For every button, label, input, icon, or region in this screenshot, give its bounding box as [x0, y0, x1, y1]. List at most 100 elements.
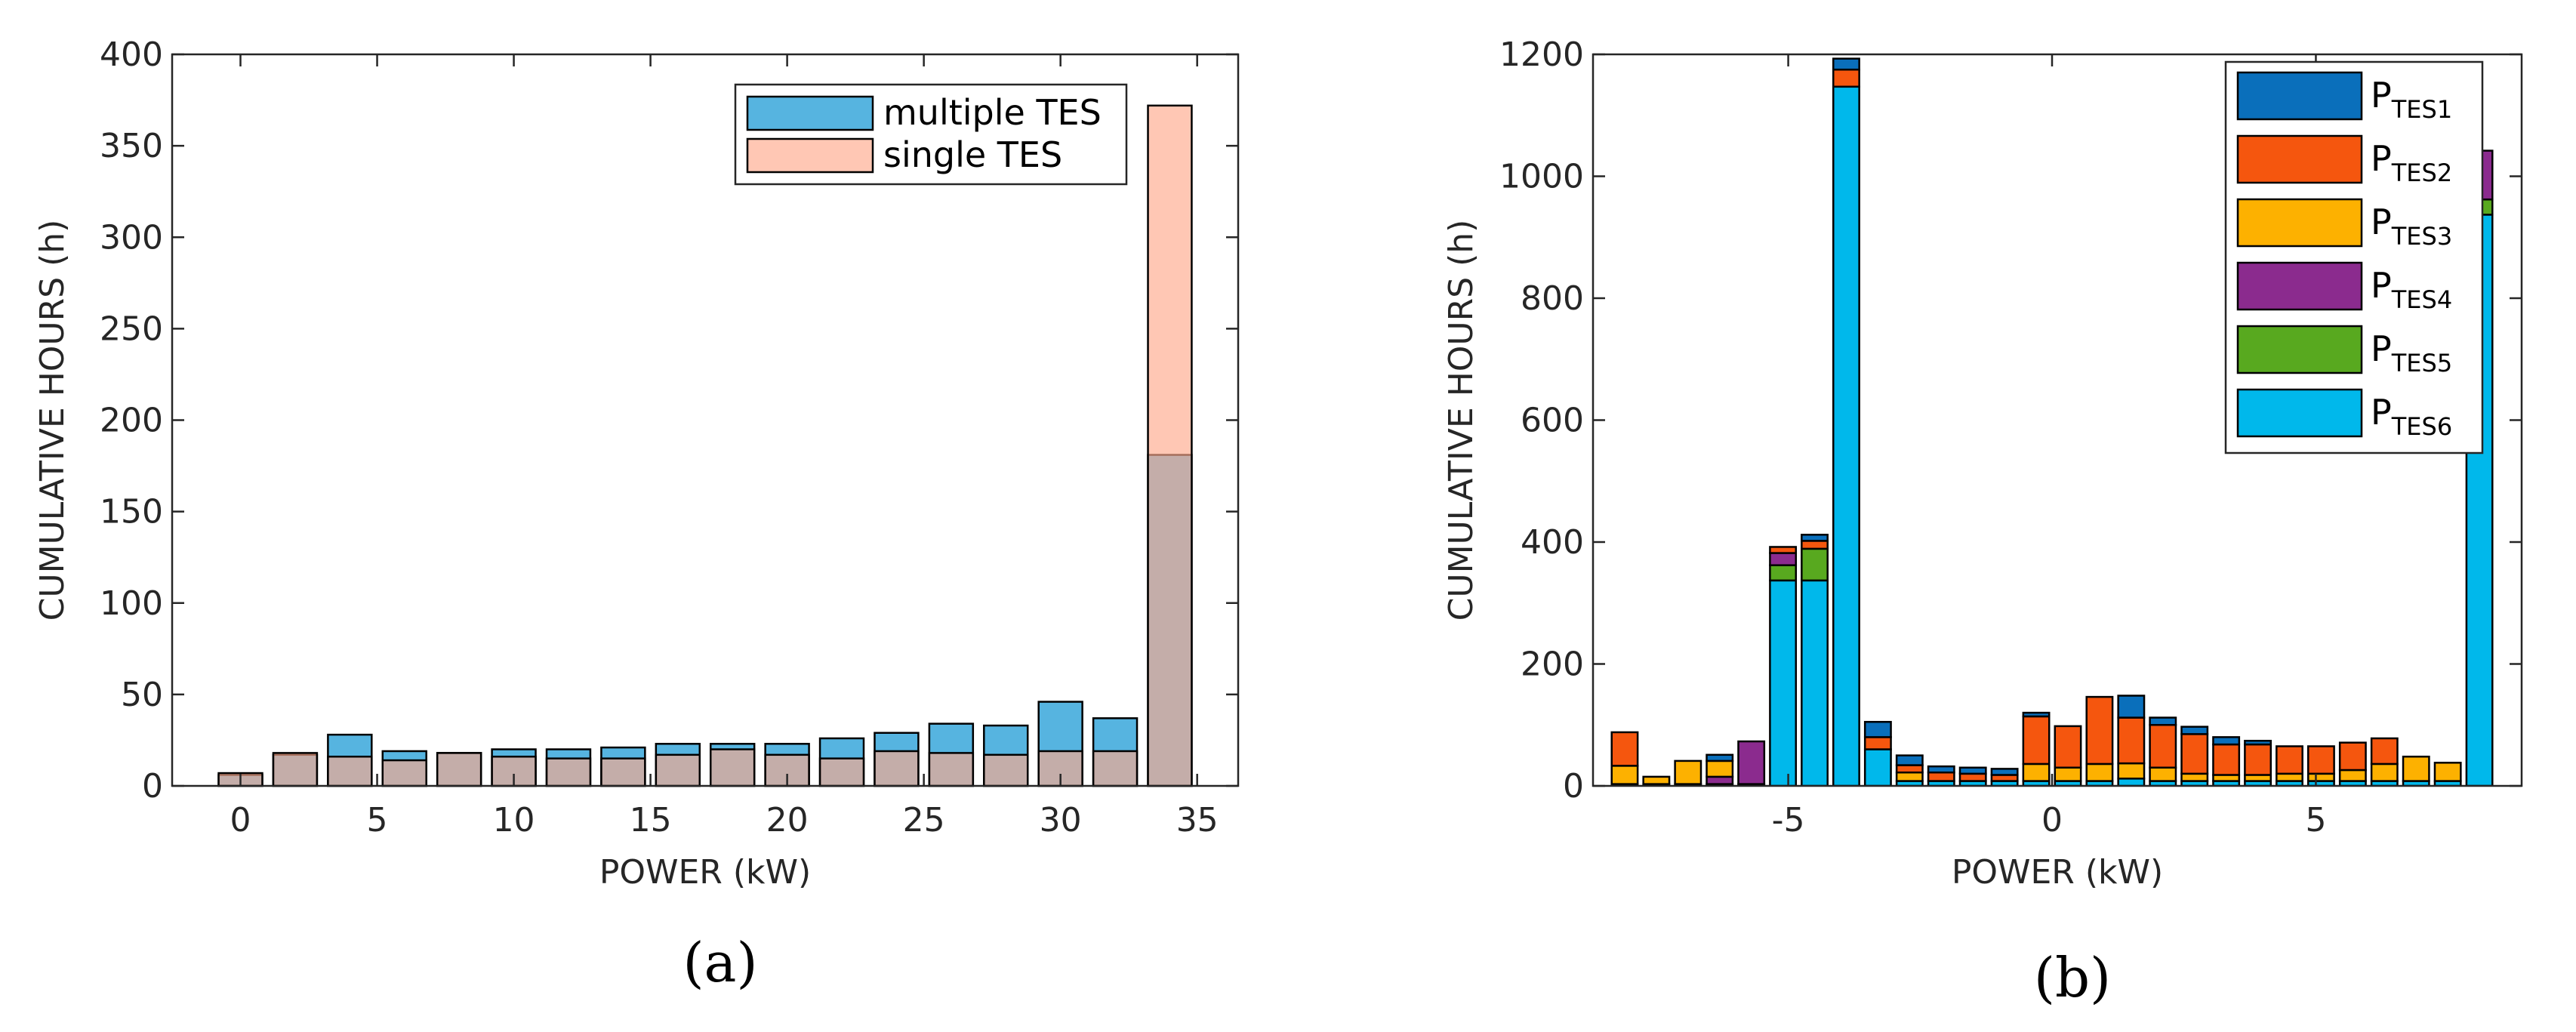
y-tick-label-a: 150 [100, 493, 163, 531]
bar-segment-tes1-10 [1927, 765, 1955, 774]
x-tick-label-a: 20 [766, 801, 809, 839]
bar-single-tes-14 [600, 757, 646, 787]
bar-segment-tes1-7 [1832, 57, 1860, 71]
legend-label-multiple-tes: multiple TES [883, 92, 1102, 133]
bar-single-tes-2 [272, 752, 319, 787]
bar-segment-tes2-13 [2022, 715, 2051, 766]
bar-segment-tes2-6 [1801, 540, 1829, 550]
bar-segment-tes6-16 [2117, 778, 2146, 786]
legend-swatch-single-tes [746, 137, 874, 174]
legend-swatch-tes6 [2236, 388, 2363, 438]
bar-single-tes-18 [709, 748, 756, 787]
bar-segment-tes2-9 [1895, 764, 1924, 774]
y-tick-label-a: 0 [142, 767, 163, 806]
y-tick-label-b: 1000 [1499, 158, 1584, 196]
bar-segment-tes5-5 [1769, 564, 1798, 582]
legend-label-tes4: PTES4 [2371, 265, 2452, 314]
x-axis-label-b: POWER (kW) [1952, 853, 2163, 892]
bar-segment-tes2-16 [2117, 716, 2146, 765]
bar-segment-tes4-5 [1769, 552, 1798, 566]
bar-segment-tes3-1 [1642, 775, 1671, 785]
bars-b [1610, 57, 2494, 786]
bar-segment-tes4-3 [1706, 775, 1734, 785]
bar-segment-tes2-8 [1863, 736, 1892, 750]
x-tick-label-a: 30 [1040, 801, 1082, 839]
bars-a [217, 104, 1193, 787]
bar-segment-tes2-7 [1832, 68, 1860, 88]
bar-segment-tes2-24 [2370, 737, 2399, 766]
y-tick-label-b: 200 [1521, 645, 1584, 684]
bar-segment-tes3-3 [1706, 759, 1734, 778]
bar-segment-tes6-6 [1801, 579, 1829, 786]
bar-segment-tes4-4 [1737, 740, 1766, 785]
bar-segment-tes2-20 [2244, 743, 2272, 776]
bar-segment-tes1-11 [1958, 766, 1987, 775]
bar-segment-tes2-17 [2149, 724, 2177, 769]
bar-segment-tes1-16 [2117, 695, 2146, 719]
bar-single-tes-6 [381, 759, 427, 787]
legend-swatch-tes3 [2236, 198, 2363, 248]
y-tick-label-b: 600 [1521, 402, 1584, 440]
bar-segment-tes1-9 [1895, 754, 1924, 766]
y-tick-label-a: 300 [100, 218, 163, 257]
legend-label-tes1: PTES1 [2371, 75, 2452, 124]
legend-label-tes3: PTES3 [2371, 202, 2452, 251]
x-tick-label-b: -5 [1772, 801, 1805, 839]
x-tick-label-a: 5 [367, 801, 388, 839]
bar-segment-tes2-23 [2338, 741, 2367, 772]
y-tick-label-a: 200 [100, 402, 163, 440]
bar-single-tes-28 [983, 753, 1029, 787]
bar-segment-tes2-15 [2085, 695, 2114, 766]
y-axis-label-b: CUMULATIVE HOURS (h) [1442, 220, 1481, 621]
y-tick-label-a: 100 [100, 584, 163, 623]
bar-segment-tes2-0 [1610, 731, 1639, 767]
bar-segment-tes3-13 [2022, 762, 2051, 782]
bar-segment-tes2-10 [1927, 771, 1955, 782]
bar-single-tes-8 [436, 752, 482, 787]
legend-swatch-tes5 [2236, 325, 2363, 374]
x-tick-label-a: 0 [230, 801, 251, 839]
bar-segment-tes1-20 [2244, 739, 2272, 746]
bar-segment-tes2-19 [2212, 743, 2241, 776]
bar-segment-tes3-23 [2338, 769, 2367, 782]
legend-swatch-tes4 [2236, 261, 2363, 311]
y-tick-label-b: 400 [1521, 523, 1584, 562]
bar-segment-tes2-11 [1958, 772, 1987, 782]
legend-swatch-multiple-tes [746, 95, 874, 131]
x-tick-label-b: 0 [2041, 801, 2063, 839]
bar-segment-tes1-6 [1801, 534, 1829, 542]
bar-segment-tes1-13 [2022, 711, 2051, 718]
bar-segment-tes6-8 [1863, 748, 1892, 786]
bar-segment-tes3-16 [2117, 762, 2146, 780]
bar-segment-tes3-22 [2306, 772, 2335, 782]
bar-single-tes-32 [1092, 750, 1139, 787]
bar-segment-tes1-19 [2212, 736, 2241, 746]
bar-single-tes-34 [1147, 104, 1193, 787]
y-tick-label-a: 250 [100, 310, 163, 348]
legend-label-single-tes: single TES [883, 134, 1062, 175]
chart-b: 0 200 400 600 800 1000 1200 -5 0 5 POWER (kW) CUMUL… [1442, 35, 2523, 1009]
bar-single-tes-26 [928, 752, 975, 787]
bar-segment-tes1-8 [1863, 720, 1892, 738]
y-tick-label-a: 50 [121, 676, 163, 714]
chart-a: 0 50 100 150 200 250 300 350 400 0 5 10 15 20 25 30 35 PO… [33, 35, 1240, 994]
legend-swatch-tes1 [2236, 71, 2363, 121]
x-tick-label-a: 25 [903, 801, 945, 839]
bar-segment-tes1-12 [1990, 768, 2019, 776]
bar-segment-tes3-0 [1610, 765, 1639, 785]
x-axis-label-a: POWER (kW) [599, 853, 811, 892]
y-tick-label-b: 0 [1563, 767, 1584, 806]
bar-segment-tes6-5 [1769, 579, 1798, 786]
bar-segment-tes3-18 [2180, 772, 2209, 782]
bar-segment-tes3-25 [2402, 755, 2430, 782]
bar-segment-tes1-3 [1706, 753, 1734, 762]
caption-b: (b) [2034, 946, 2111, 1009]
y-tick-label-b: 800 [1521, 279, 1584, 318]
bar-segment-tes6-7 [1832, 85, 1860, 786]
y-tick-label-b: 1200 [1499, 35, 1584, 74]
bar-segment-tes3-24 [2370, 762, 2399, 782]
bar-segment-tes5-6 [1801, 547, 1829, 582]
bar-segment-tes3-14 [2054, 766, 2082, 782]
